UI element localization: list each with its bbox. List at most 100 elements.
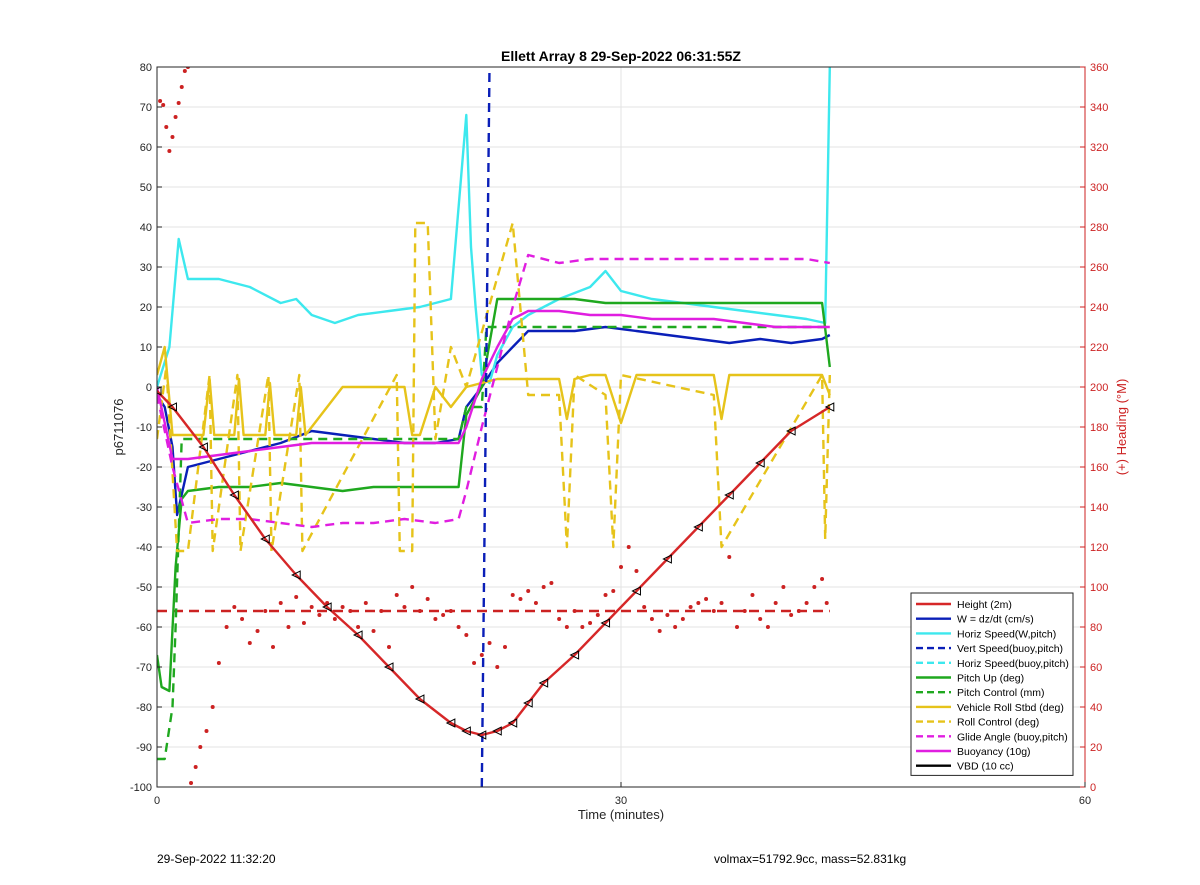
height-marker — [600, 618, 611, 628]
y-tick-label: 30 — [140, 262, 152, 274]
heading-point — [240, 617, 245, 621]
heading-point — [735, 625, 739, 629]
heading-point — [704, 597, 709, 601]
y2-tick-label: 40 — [1090, 702, 1102, 714]
heading-point — [804, 601, 809, 605]
series-line — [157, 325, 831, 517]
heading-point — [680, 617, 685, 621]
y2-tick-label: 160 — [1090, 462, 1108, 474]
y2-tick-label: 360 — [1090, 62, 1108, 74]
series-line — [157, 390, 831, 737]
y-tick-label: 40 — [140, 222, 152, 234]
heading-point — [170, 135, 175, 139]
series-line — [157, 253, 831, 529]
heading-point — [541, 585, 546, 589]
height-marker — [724, 490, 734, 500]
heading-point — [595, 613, 600, 617]
heading-point — [433, 617, 438, 621]
x-tick-label: 30 — [615, 795, 627, 807]
series-line — [157, 309, 830, 461]
heading-point — [657, 629, 662, 633]
heading-point — [549, 581, 554, 585]
heading-point — [210, 705, 215, 709]
heading-point — [526, 589, 531, 593]
heading-point — [727, 555, 732, 559]
height-marker — [631, 586, 641, 596]
heading-point — [495, 665, 500, 669]
heading-point — [503, 645, 507, 649]
height-marker — [229, 490, 239, 500]
legend-label: Glide Angle (buoy,pitch) — [957, 731, 1068, 743]
legend-label: Buoyancy (10g) — [957, 746, 1031, 758]
height-marker — [538, 678, 549, 688]
y-tick-label: 10 — [140, 342, 152, 354]
x-tick-label: 0 — [154, 795, 160, 807]
y-tick-label: -80 — [136, 702, 152, 714]
heading-point — [765, 625, 770, 629]
y2-tick-label: 320 — [1090, 142, 1108, 154]
heading-point — [603, 593, 608, 597]
y2-tick-label: 0 — [1090, 782, 1096, 794]
y-tick-label: -10 — [136, 422, 152, 434]
height-marker — [662, 554, 672, 564]
height-marker — [476, 730, 487, 740]
heading-point — [479, 653, 484, 657]
height-marker — [755, 458, 765, 468]
y-tick-label: 50 — [140, 182, 152, 194]
heading-point — [371, 629, 376, 633]
heading-point — [812, 585, 817, 589]
heading-point — [278, 601, 283, 605]
heading-point — [173, 115, 178, 119]
heading-point — [356, 625, 361, 629]
y-tick-label: 70 — [140, 102, 152, 114]
height-marker — [569, 650, 580, 660]
heading-point — [309, 605, 314, 609]
y-tick-label: -90 — [136, 742, 152, 754]
legend-label: Pitch Control (mm) — [957, 687, 1045, 699]
height-marker — [198, 442, 208, 452]
heading-point — [588, 621, 593, 625]
height-marker — [523, 698, 533, 708]
heading-point — [719, 601, 724, 605]
y-tick-label: 0 — [146, 382, 152, 394]
series-line — [157, 67, 831, 388]
y-axis-label: p6711076 — [111, 399, 126, 456]
x-axis-label: Time (minutes) — [578, 807, 664, 822]
legend-label: Roll Control (deg) — [957, 717, 1039, 729]
heading-point — [789, 613, 794, 617]
heading-point — [216, 661, 221, 665]
heading-point — [425, 597, 430, 601]
height-marker — [157, 386, 162, 396]
y2-tick-label: 20 — [1090, 742, 1102, 754]
legend-label: Pitch Up (deg) — [957, 673, 1024, 685]
height-marker — [445, 718, 456, 728]
heading-point — [332, 617, 337, 621]
height-marker — [383, 662, 394, 672]
heading-point — [696, 601, 701, 605]
heading-point — [750, 593, 755, 597]
footer-timestamp: 29-Sep-2022 11:32:20 — [157, 852, 276, 866]
right-axis-ticks: 0 20 40 60 80 100 120 140 160 180 200 220 240 260 280 3… — [1080, 62, 1108, 794]
heading-point — [247, 641, 252, 645]
y2-tick-label: 140 — [1090, 502, 1108, 514]
height-marker — [461, 726, 471, 736]
heading-point — [441, 613, 446, 617]
heading-point — [176, 101, 181, 105]
heading-point — [394, 593, 399, 597]
heading-point — [179, 85, 184, 89]
legend-label: Vert Speed(buoy,pitch) — [957, 643, 1063, 655]
legend-box — [910, 592, 1074, 776]
heading-point — [198, 745, 203, 749]
height-marker — [693, 522, 703, 532]
series-line — [157, 297, 831, 693]
legend-label: Horiz Speed(W,pitch) — [957, 628, 1056, 640]
heading-point — [189, 781, 194, 785]
heading-point — [271, 645, 275, 649]
y2-tick-label: 240 — [1090, 302, 1108, 314]
height-marker — [507, 718, 518, 728]
legend-label: Vehicle Roll Stbd (deg) — [957, 702, 1064, 714]
heading-point — [164, 125, 169, 129]
y-tick-label: -70 — [136, 662, 152, 674]
y2-tick-label: 180 — [1090, 422, 1108, 434]
